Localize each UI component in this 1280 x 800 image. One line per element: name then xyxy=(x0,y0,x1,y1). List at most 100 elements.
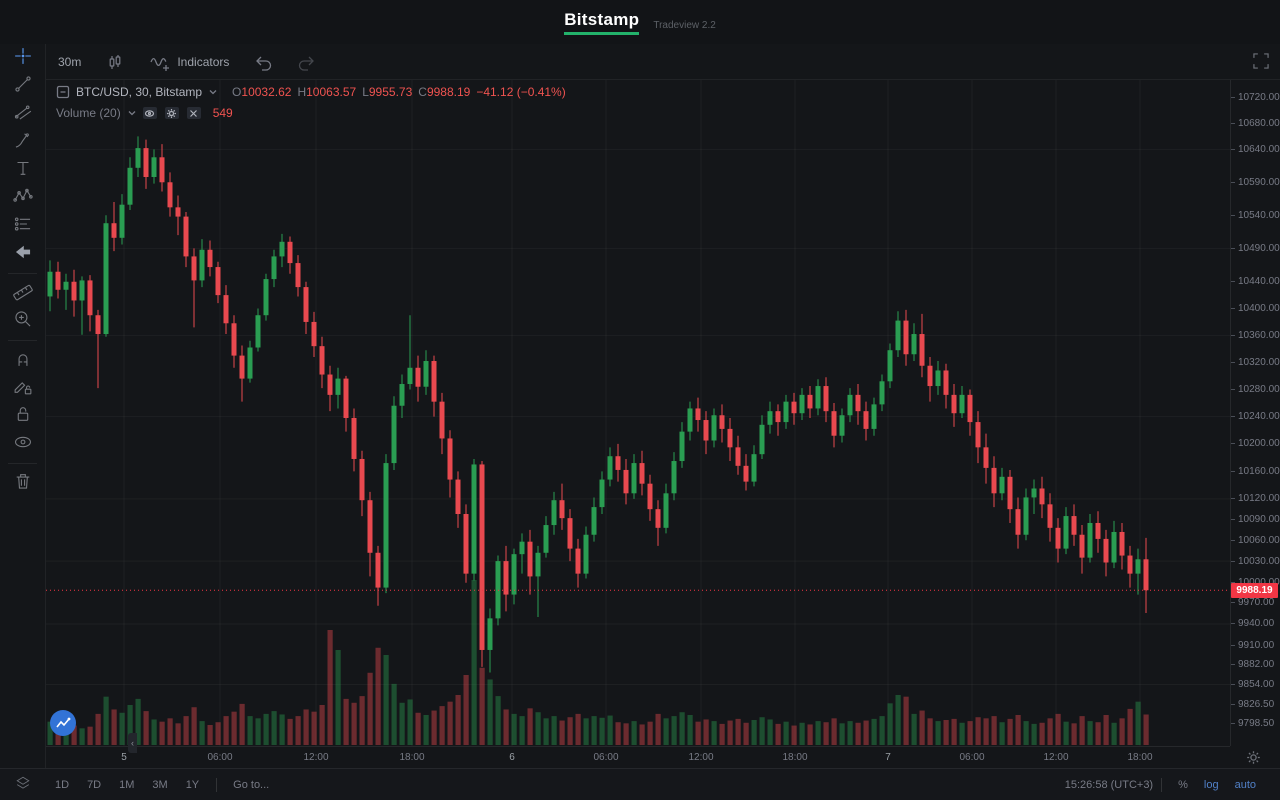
chart-pane[interactable] xyxy=(46,80,1230,746)
volume-bar xyxy=(607,715,613,745)
volume-bar xyxy=(375,647,381,745)
tool-brush-button[interactable] xyxy=(0,128,46,156)
tool-crosshair-button[interactable] xyxy=(0,44,46,72)
candle-body xyxy=(711,415,717,441)
candle-style-button[interactable] xyxy=(93,44,137,79)
candle-body xyxy=(847,394,853,416)
volume-bar xyxy=(863,720,869,745)
volume-bar xyxy=(503,709,509,745)
tool-trash-button[interactable] xyxy=(0,469,46,497)
range-button-7d[interactable]: 7D xyxy=(87,778,102,791)
price-tick-label: 10640.00 xyxy=(1231,143,1280,155)
candle-body xyxy=(975,422,981,448)
volume-bar xyxy=(135,698,141,745)
volume-bar xyxy=(871,718,877,745)
range-button-1y[interactable]: 1Y xyxy=(185,778,200,791)
time-tick-label: 6 xyxy=(509,752,515,763)
tool-trend-line-button[interactable] xyxy=(0,72,46,100)
volume-bar xyxy=(287,718,293,745)
volume-bar xyxy=(199,721,205,745)
candle-body xyxy=(263,279,269,316)
volume-bar xyxy=(1039,722,1045,745)
candle-body xyxy=(423,361,429,387)
volume-bar xyxy=(831,718,837,745)
price-tick-label: 10030.00 xyxy=(1231,555,1280,567)
tool-eye-button[interactable] xyxy=(0,430,46,458)
collapse-panel-handle[interactable]: ‹ xyxy=(128,733,137,753)
zoom-in-icon xyxy=(12,308,34,335)
candle-body xyxy=(327,374,333,395)
tool-ruler-button[interactable] xyxy=(0,279,46,307)
volume-bar xyxy=(1071,723,1077,745)
fib-retracement-icon xyxy=(12,101,34,128)
auto-scale-button[interactable]: auto xyxy=(1234,778,1256,791)
fullscreen-button[interactable] xyxy=(1250,50,1272,75)
interval-button[interactable]: 30m xyxy=(46,44,93,79)
chevron-down-icon[interactable] xyxy=(127,109,137,117)
candle-body xyxy=(991,467,997,494)
candle-body xyxy=(1031,488,1037,498)
undo-button[interactable] xyxy=(241,44,285,79)
range-button-1m[interactable]: 1M xyxy=(119,778,135,791)
candle-body xyxy=(951,394,957,414)
candle-body xyxy=(503,561,509,595)
volume-bar xyxy=(527,708,533,745)
tool-xabcd-pattern-button[interactable] xyxy=(0,184,46,212)
range-button-1d[interactable]: 1D xyxy=(55,778,70,791)
volume-settings-button[interactable] xyxy=(164,107,179,119)
candle-body xyxy=(455,479,461,514)
tool-draw-lock-button[interactable] xyxy=(0,374,46,402)
tool-arrow-left-button[interactable] xyxy=(0,240,46,268)
chevron-down-icon[interactable] xyxy=(208,88,218,96)
candle-body xyxy=(591,507,597,535)
tool-magnet-button[interactable] xyxy=(0,346,46,374)
goto-button[interactable]: Go to... xyxy=(233,778,270,791)
volume-eye-button[interactable] xyxy=(142,107,157,119)
price-tick-label: 10200.00 xyxy=(1231,438,1280,450)
indicators-button[interactable]: Indicators xyxy=(137,44,241,79)
volume-bar xyxy=(1127,708,1133,745)
volume-bar xyxy=(591,716,597,745)
volume-bar xyxy=(1103,715,1109,745)
candle-body xyxy=(439,401,445,439)
candle-body xyxy=(415,367,421,387)
close-icon xyxy=(190,109,198,117)
range-button-3m[interactable]: 3M xyxy=(152,778,168,791)
volume-bar xyxy=(191,707,197,745)
tool-text-button[interactable] xyxy=(0,156,46,184)
candle-body xyxy=(335,378,341,395)
log-scale-button[interactable]: log xyxy=(1203,778,1219,791)
redo-button[interactable] xyxy=(285,44,329,79)
chart-settings-button[interactable] xyxy=(1246,750,1261,770)
volume-close-button[interactable] xyxy=(186,107,201,119)
symbol-label[interactable]: BTC/USD, 30, Bitstamp xyxy=(76,85,203,99)
candle-body xyxy=(639,463,645,484)
gear-icon xyxy=(1246,751,1261,769)
candle-body xyxy=(1111,531,1117,563)
clock-label[interactable]: 15:26:58 (UTC+3) xyxy=(1064,778,1154,791)
volume-study-label[interactable]: Volume (20) xyxy=(56,106,121,120)
candle-body xyxy=(1039,488,1045,505)
brush-icon xyxy=(12,129,34,156)
collapse-pane-icon[interactable] xyxy=(56,85,70,99)
price-axis[interactable]: 9988.19 10720.00 10680.00 10640.00 10590.00… xyxy=(1230,80,1280,746)
crosshair-icon xyxy=(12,45,34,72)
divider xyxy=(8,340,37,341)
eye-icon xyxy=(12,431,34,458)
percent-scale-button[interactable]: % xyxy=(1178,778,1188,791)
tool-lock-button[interactable] xyxy=(0,402,46,430)
volume-bar xyxy=(927,718,933,745)
volume-bar xyxy=(543,718,549,745)
object-tree-button[interactable] xyxy=(0,774,46,795)
bitstamp-logo: Bitstamp xyxy=(564,10,640,35)
volume-bar xyxy=(535,712,541,745)
price-tick-label: 9882.00 xyxy=(1231,659,1280,671)
time-axis[interactable]: 5 06:00 12:00 18:00 6 06:00 12:00 18:00 7 06:00 12… xyxy=(46,746,1230,768)
candle-body xyxy=(391,405,397,464)
tool-forecast-button[interactable] xyxy=(0,212,46,240)
candle-body xyxy=(943,370,949,395)
candle-body xyxy=(183,216,189,257)
tool-fib-retracement-button[interactable] xyxy=(0,100,46,128)
volume-bar xyxy=(271,711,277,745)
tool-zoom-in-button[interactable] xyxy=(0,307,46,335)
